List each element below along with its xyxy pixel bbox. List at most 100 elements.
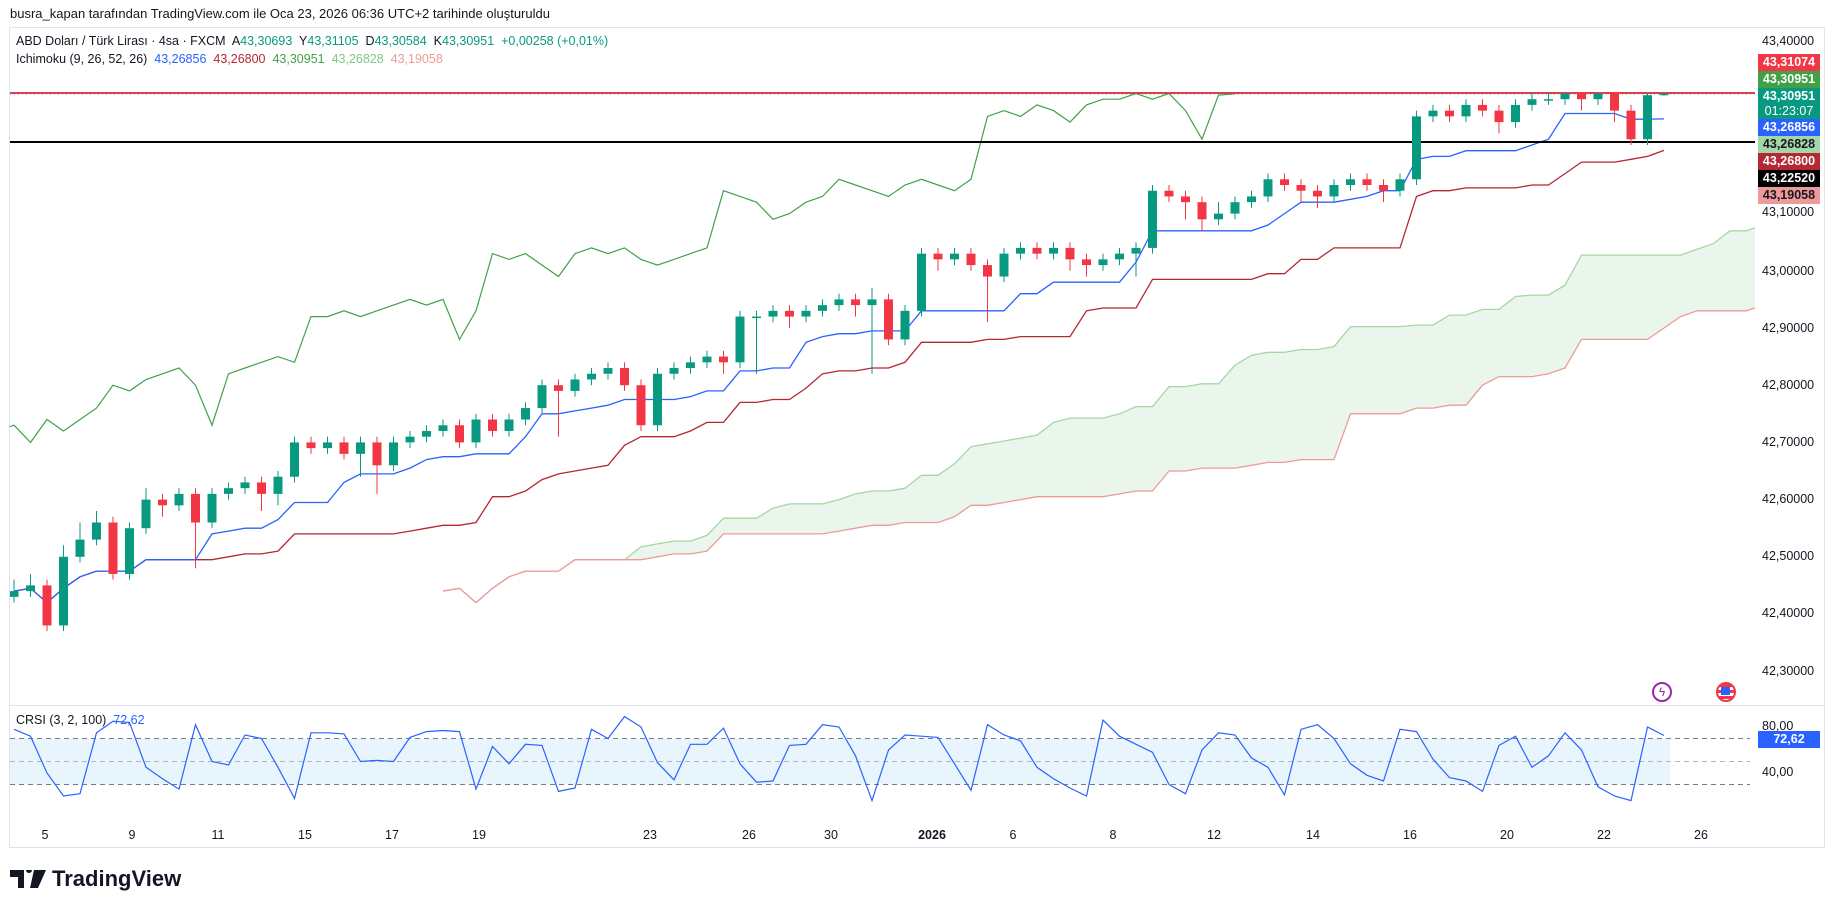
candle xyxy=(686,356,695,374)
time-axis-label[interactable]: 11 xyxy=(211,828,225,842)
time-axis-label[interactable]: 14 xyxy=(1306,828,1320,842)
candle-body xyxy=(240,482,250,489)
us-flag-icon[interactable] xyxy=(1716,682,1736,702)
crsi-legend[interactable]: CRSI (3, 2, 100) 72,62 xyxy=(16,713,145,727)
candle-body xyxy=(999,253,1009,277)
candle-body xyxy=(867,299,877,306)
candle-body xyxy=(1313,190,1322,197)
high-label: Y xyxy=(299,34,308,48)
candle-body xyxy=(1280,179,1289,185)
time-axis-label[interactable]: 15 xyxy=(298,828,312,842)
candle-body xyxy=(323,442,332,449)
candle xyxy=(1577,93,1586,111)
candle xyxy=(570,373,580,397)
candle-body xyxy=(1296,185,1306,191)
high-value: 43,31105 xyxy=(307,34,359,48)
symbol-legend[interactable]: ABD Doları / Türk Lirası · 4sa · FXCM A4… xyxy=(16,34,608,48)
crsi-tick-label: 40,00 xyxy=(1762,765,1794,779)
candle-body xyxy=(884,299,893,340)
price-tick-label: 42,70000 xyxy=(1762,435,1815,449)
candle xyxy=(1560,93,1570,105)
crsi-title: CRSI (3, 2, 100) xyxy=(16,713,107,727)
candle-body xyxy=(603,368,613,374)
candle xyxy=(999,247,1009,283)
candle-body xyxy=(950,253,959,260)
span-a-value: 43,26828 xyxy=(331,52,384,66)
price-axis-label: 43,30951 xyxy=(1758,71,1820,88)
candle xyxy=(521,402,530,426)
candle-body xyxy=(455,425,464,443)
candle-body xyxy=(1379,185,1388,191)
pane-separator[interactable] xyxy=(9,705,1825,706)
candle xyxy=(224,482,233,500)
candle xyxy=(1395,173,1405,197)
time-axis-label[interactable]: 2026 xyxy=(918,828,946,842)
candle xyxy=(620,362,629,391)
time-axis-label[interactable]: 16 xyxy=(1403,828,1417,842)
candle xyxy=(587,368,596,386)
price-tick-label: 43,40000 xyxy=(1762,34,1815,48)
candle xyxy=(1428,104,1438,123)
candle xyxy=(1412,110,1421,185)
candle-body xyxy=(1329,185,1339,197)
candle xyxy=(455,419,464,449)
candle-body xyxy=(405,436,415,443)
ichimoku-title: Ichimoku (9, 26, 52, 26) xyxy=(16,52,148,66)
candle-body xyxy=(1511,104,1520,123)
candle xyxy=(636,379,646,431)
candle xyxy=(917,247,926,317)
price-axis-label: 43,30951 01:23:07 xyxy=(1758,88,1820,119)
candle-body xyxy=(785,310,794,317)
candle-body xyxy=(735,316,745,363)
time-axis-label[interactable]: 23 xyxy=(643,828,657,842)
candle-body xyxy=(1560,93,1570,100)
time-axis-label[interactable]: 17 xyxy=(385,828,399,842)
change-value: +0,00258 (+0,01%) xyxy=(501,34,609,48)
candle-body xyxy=(669,368,679,374)
candle-body xyxy=(1214,213,1223,220)
price-label-value: 43,19058 xyxy=(1762,188,1816,202)
crsi-tick-label: 80,00 xyxy=(1762,719,1794,733)
candle xyxy=(1164,185,1174,203)
candle xyxy=(141,488,151,534)
candle xyxy=(900,305,910,346)
price-axis-label: 43,31074 xyxy=(1758,54,1820,71)
lightning-icon[interactable]: ϟ xyxy=(1652,682,1672,702)
candle-body xyxy=(983,265,992,277)
candle-body xyxy=(818,305,827,311)
time-axis-label[interactable]: 26 xyxy=(742,828,756,842)
price-tick-label: 42,40000 xyxy=(1762,606,1815,620)
candle-body xyxy=(488,419,497,431)
time-axis-label[interactable]: 5 xyxy=(41,828,49,842)
candle-body xyxy=(537,385,547,409)
time-axis-label[interactable]: 22 xyxy=(1597,828,1611,842)
candle-body xyxy=(1016,247,1025,254)
candle xyxy=(1511,99,1520,128)
candle xyxy=(1098,253,1108,271)
time-axis-label[interactable]: 30 xyxy=(824,828,838,842)
chart-attribution: busra_kapan tarafından TradingView.com i… xyxy=(10,6,550,21)
time-axis-label[interactable]: 8 xyxy=(1109,828,1117,842)
price-axis-label: 43,26828 xyxy=(1758,136,1820,153)
candle xyxy=(207,488,217,529)
candle xyxy=(1049,242,1058,260)
time-axis-label[interactable]: 26 xyxy=(1694,828,1708,842)
candle xyxy=(290,436,299,483)
time-axis-label[interactable]: 9 xyxy=(128,828,136,842)
candle xyxy=(752,310,761,374)
candle-body xyxy=(1164,190,1174,197)
time-axis-label[interactable]: 19 xyxy=(472,828,486,842)
time-axis-label[interactable]: 12 xyxy=(1207,828,1221,842)
price-label-value: 43,26856 xyxy=(1762,120,1816,134)
time-axis-label[interactable]: 20 xyxy=(1500,828,1514,842)
tradingview-logo[interactable]: TradingView xyxy=(10,866,181,892)
price-label-value: 43,30951 xyxy=(1762,72,1816,86)
candle-body xyxy=(290,442,299,477)
time-axis-label[interactable]: 6 xyxy=(1009,828,1017,842)
candle xyxy=(1379,179,1388,203)
ichimoku-legend[interactable]: Ichimoku (9, 26, 52, 26) 43,26856 43,268… xyxy=(16,52,443,66)
candle-body xyxy=(422,430,431,437)
candle xyxy=(1445,104,1454,123)
candle-body xyxy=(1065,247,1075,260)
